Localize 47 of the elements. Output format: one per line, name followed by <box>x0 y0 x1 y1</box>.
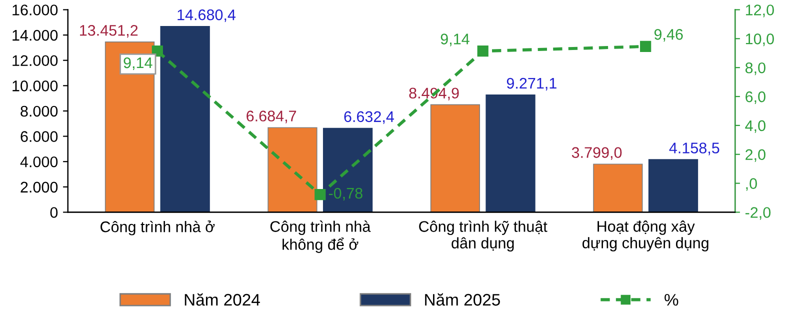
y2-tick-label: 4,0 <box>745 120 766 133</box>
y2-tick-label: -2,0 <box>745 207 771 220</box>
bar <box>486 94 536 212</box>
y-tick-label: 2.000 <box>20 182 58 193</box>
data-label: 3.799,0 <box>572 147 622 160</box>
bar <box>430 104 480 212</box>
y2-tick-label: 12,0 <box>746 4 774 18</box>
data-label: 9.271,1 <box>506 78 556 91</box>
y2-tick-label: 10,0 <box>746 34 774 46</box>
x-tick-label: Công trình kỹ thuật dân dụng <box>419 220 548 252</box>
point <box>152 46 163 57</box>
bar <box>104 42 155 212</box>
data-label: 14.680,4 <box>178 9 236 22</box>
y-tick-label: 16.000 <box>12 4 58 16</box>
bar <box>322 128 373 212</box>
data-label: 6.684,7 <box>246 110 296 124</box>
legend-label: % <box>664 294 678 306</box>
legend-label: Năm 2025 <box>425 293 500 306</box>
y-tick-label: 14.000 <box>12 30 58 41</box>
bar <box>593 164 643 212</box>
bar <box>648 159 698 212</box>
y-tick-label: 0 <box>50 207 58 218</box>
bar <box>268 127 318 212</box>
data-label: -0,78 <box>328 188 362 200</box>
point <box>314 189 326 200</box>
data-label: 6.632,4 <box>344 111 394 124</box>
data-label: 9,46 <box>654 29 683 42</box>
y-tick-label: 12.000 <box>12 55 58 66</box>
legend-label: Năm 2024 <box>184 293 260 306</box>
x-tick-label: Công trình nhà không để ở <box>270 220 371 253</box>
data-label: 13.451,2 <box>80 24 138 38</box>
y-tick-label: 6.000 <box>20 131 58 142</box>
data-label: 4.158,5 <box>669 142 720 156</box>
y2-tick-label: 2,0 <box>746 149 766 162</box>
y-tick-label: 8.000 <box>20 106 58 117</box>
y-tick-label: 4.000 <box>20 156 58 168</box>
y-tick-label: 10.000 <box>12 80 58 92</box>
data-label: 9,14 <box>124 57 152 70</box>
data-label: 9,14 <box>440 34 470 46</box>
y2-tick-label: 6,0 <box>746 91 766 104</box>
bar <box>160 26 210 212</box>
x-tick-label: Công trình nhà ở <box>100 220 215 236</box>
x-tick-label: Hoạt động xây dựng chuyên dụng <box>582 220 708 252</box>
y2-tick-label: ,0 <box>746 178 757 191</box>
y2-tick-label: 8,0 <box>745 62 766 76</box>
point <box>477 46 488 57</box>
point <box>640 40 652 52</box>
